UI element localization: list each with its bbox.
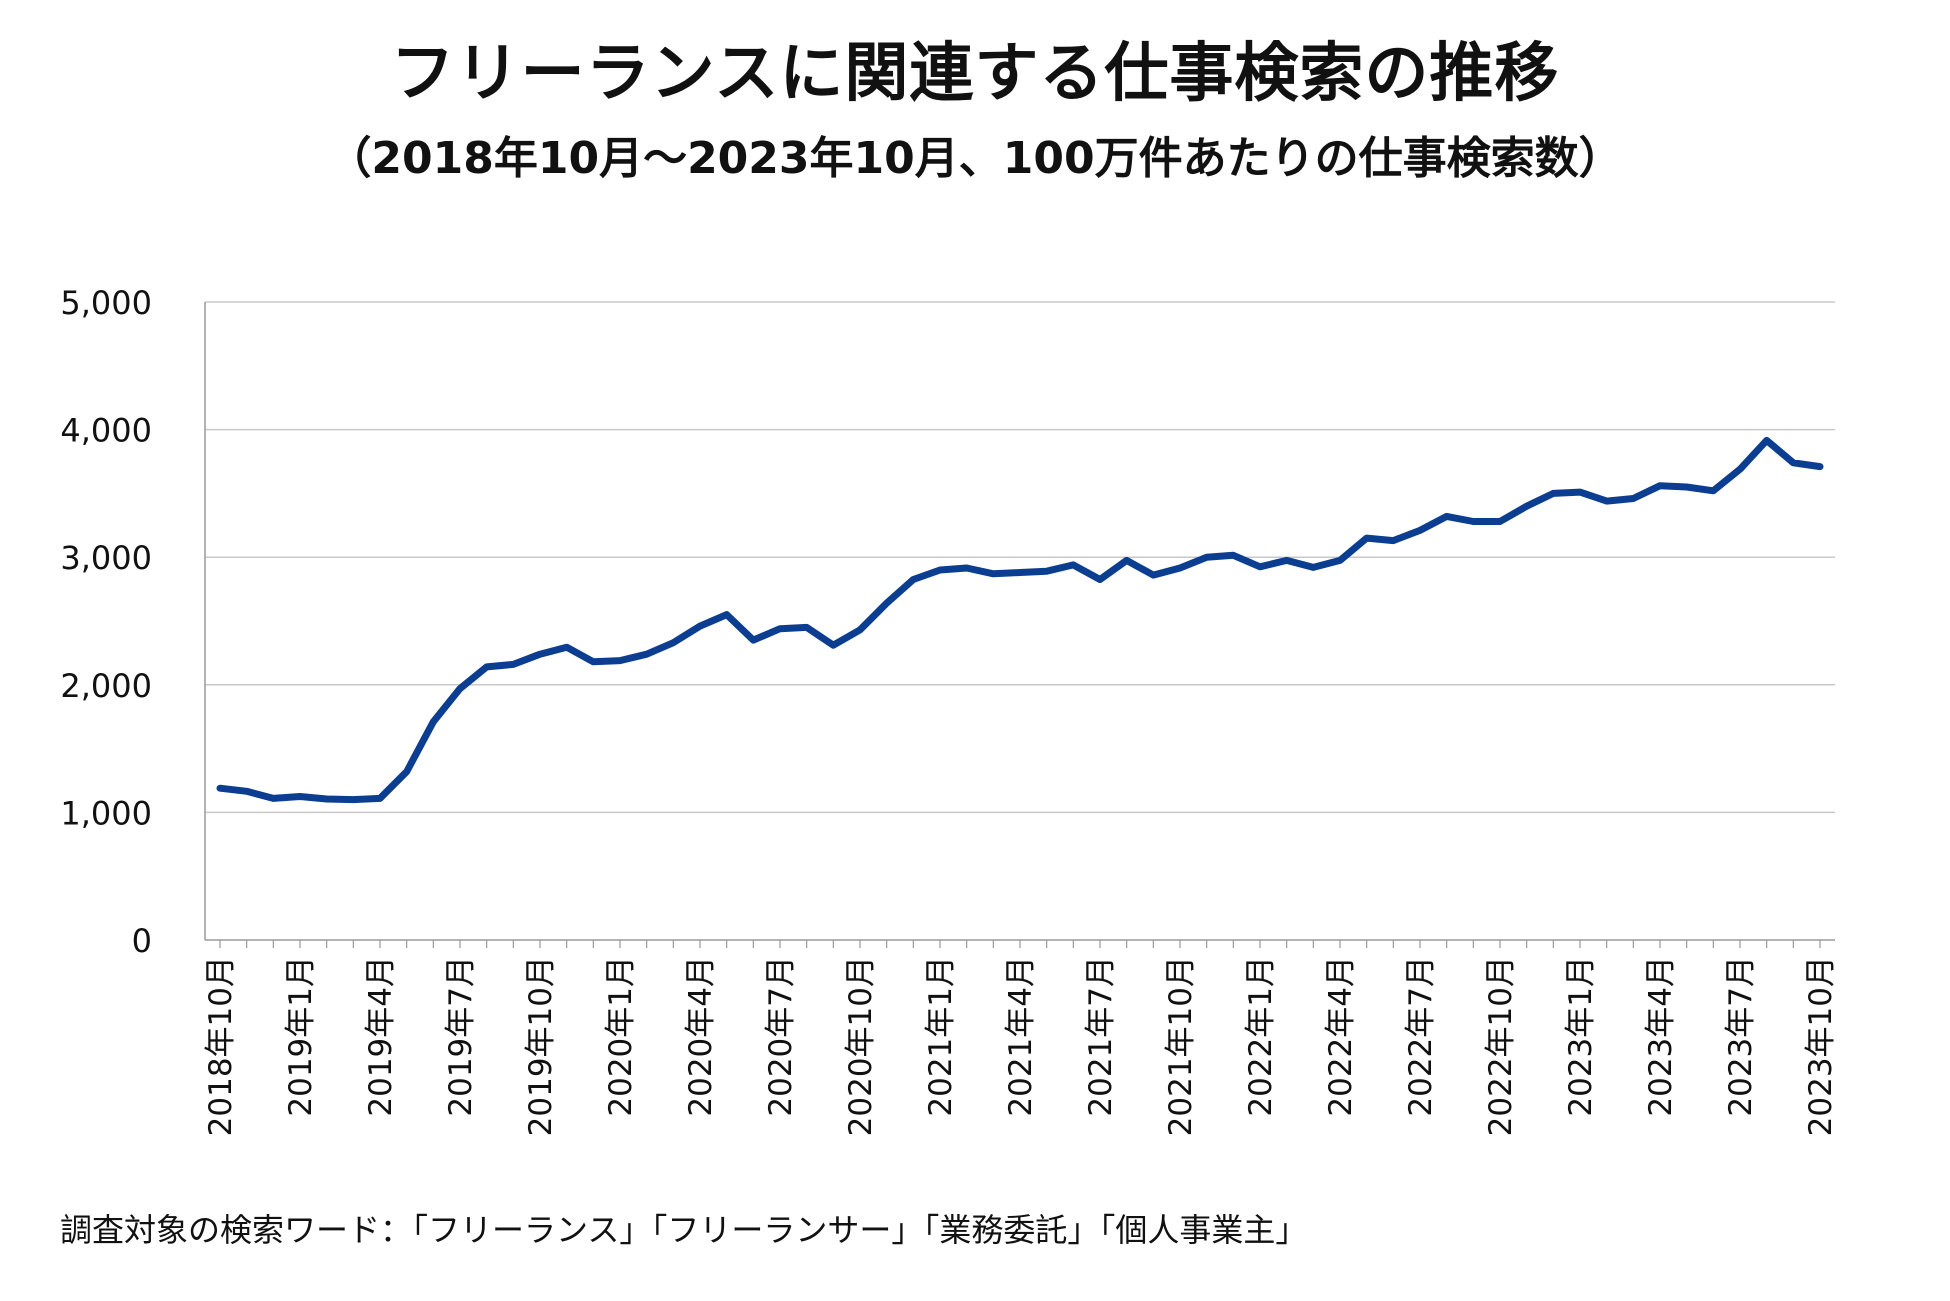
x-tick-label: 2022年4月 <box>1323 956 1359 1117</box>
x-tick-label: 2020年7月 <box>763 956 799 1117</box>
footnote: 調査対象の検索ワード：「フリーランス」「フリーランサー」「業務委託」「個人事業主… <box>60 1211 1308 1249</box>
x-tick-label: 2023年4月 <box>1643 956 1679 1117</box>
gridlines <box>205 301 1835 814</box>
x-tick-label: 2023年1月 <box>1563 956 1599 1117</box>
x-tick-label: 2021年10月 <box>1163 956 1199 1136</box>
series-layer <box>216 436 1824 804</box>
x-tick-label: 2022年10月 <box>1483 956 1519 1136</box>
chart-title: フリーランスに関連する仕事検索の推移 <box>390 37 1560 111</box>
y-tick-label: 2,000 <box>60 667 152 705</box>
x-tick-label: 2018年10月 <box>203 956 239 1136</box>
y-tick-label: 5,000 <box>60 284 152 322</box>
x-tick-label: 2022年1月 <box>1243 956 1279 1117</box>
y-tick-label: 3,000 <box>60 539 152 577</box>
x-tick-label: 2023年7月 <box>1723 956 1759 1117</box>
x-tick-label: 2022年7月 <box>1403 956 1439 1117</box>
x-tick-label: 2023年10月 <box>1803 956 1839 1136</box>
x-tick-label: 2021年7月 <box>1083 956 1119 1117</box>
chart-subtitle: （2018年10月～2023年10月、100万件あたりの仕事検索数） <box>327 133 1623 184</box>
y-tick-label: 4,000 <box>60 412 152 450</box>
x-tick-label: 2019年10月 <box>523 956 559 1136</box>
x-tick-label: 2021年1月 <box>923 956 959 1117</box>
x-tick-label: 2020年10月 <box>843 956 879 1136</box>
x-tick-label: 2019年4月 <box>363 956 399 1117</box>
x-axis-tick-labels: 2018年10月 2019年1月 2019年4月 2019年7月 2019年10月 202… <box>203 956 1839 1136</box>
x-axis-ticks <box>219 940 1821 948</box>
x-tick-label: 2019年7月 <box>443 956 479 1117</box>
axes <box>204 302 1835 941</box>
x-tick-label: 2020年4月 <box>683 956 719 1117</box>
x-tick-label: 2020年1月 <box>603 956 639 1117</box>
y-axis-tick-labels: 0 1,000 2,000 3,000 4,000 5,000 <box>60 284 152 960</box>
series-line <box>216 436 1824 804</box>
x-tick-label: 2019年1月 <box>283 956 319 1117</box>
y-tick-label: 1,000 <box>60 794 152 832</box>
x-tick-label: 2021年4月 <box>1003 956 1039 1117</box>
y-tick-label: 0 <box>132 922 152 960</box>
